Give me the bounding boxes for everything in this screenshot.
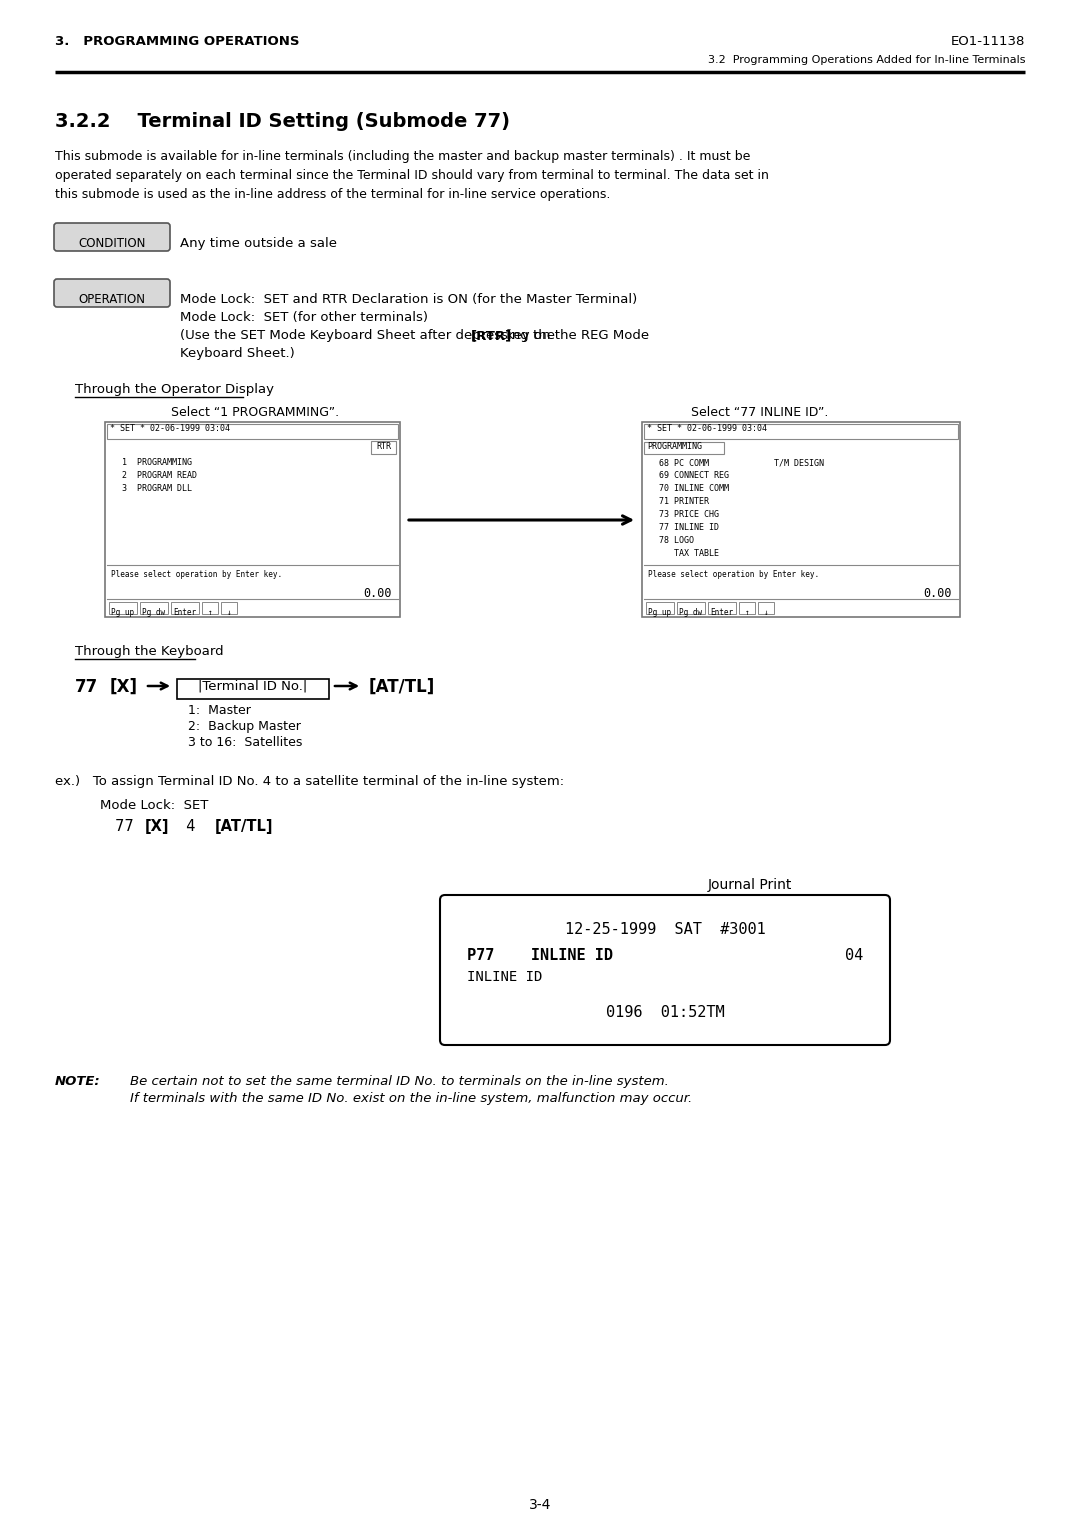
Bar <box>644 423 958 439</box>
Text: [X]: [X] <box>110 678 138 695</box>
Text: Pg up: Pg up <box>648 608 672 617</box>
Text: 3.2  Programming Operations Added for In-line Terminals: 3.2 Programming Operations Added for In-… <box>707 55 1025 66</box>
Text: 1  PROGRAMMING: 1 PROGRAMMING <box>112 458 192 468</box>
Text: [RTR]: [RTR] <box>471 329 512 342</box>
Text: Pg dw: Pg dw <box>679 608 703 617</box>
Text: If terminals with the same ID No. exist on the in-line system, malfunction may o: If terminals with the same ID No. exist … <box>130 1093 692 1105</box>
Text: 0.00: 0.00 <box>364 587 392 601</box>
Text: 3 to 16:  Satellites: 3 to 16: Satellites <box>188 736 302 749</box>
Text: NOTE:: NOTE: <box>55 1076 100 1088</box>
Text: 69 CONNECT REG: 69 CONNECT REG <box>649 471 729 480</box>
Text: ex.)   To assign Terminal ID No. 4 to a satellite terminal of the in-line system: ex.) To assign Terminal ID No. 4 to a sa… <box>55 775 564 788</box>
Bar <box>708 602 735 614</box>
Bar <box>107 423 399 439</box>
Text: 71 PRINTER: 71 PRINTER <box>649 497 708 506</box>
Text: this submode is used as the in-line address of the terminal for in-line service : this submode is used as the in-line addr… <box>55 188 610 202</box>
Bar <box>105 422 400 617</box>
Text: Mode Lock:  SET (for other terminals): Mode Lock: SET (for other terminals) <box>180 312 428 324</box>
Text: 70 INLINE COMM: 70 INLINE COMM <box>649 484 729 494</box>
Text: Any time outside a sale: Any time outside a sale <box>180 237 337 251</box>
Text: Pg dw: Pg dw <box>143 608 165 617</box>
Text: ↑: ↑ <box>745 608 750 617</box>
Text: 3-4: 3-4 <box>529 1497 551 1513</box>
Text: 2  PROGRAM READ: 2 PROGRAM READ <box>112 471 197 480</box>
Bar <box>758 602 774 614</box>
Text: 4: 4 <box>177 819 205 834</box>
Text: [AT/TL]: [AT/TL] <box>369 678 435 695</box>
Text: 3  PROGRAM DLL: 3 PROGRAM DLL <box>112 484 192 494</box>
FancyBboxPatch shape <box>177 678 329 698</box>
Text: Enter: Enter <box>174 608 197 617</box>
Text: Select “77 INLINE ID”.: Select “77 INLINE ID”. <box>691 406 828 419</box>
Bar <box>221 602 237 614</box>
Text: Please select operation by Enter key.: Please select operation by Enter key. <box>648 570 819 579</box>
Text: Mode Lock:  SET: Mode Lock: SET <box>100 799 208 811</box>
Text: 1:  Master: 1: Master <box>188 704 251 717</box>
Text: 73 PRICE CHG: 73 PRICE CHG <box>649 510 719 520</box>
Text: 2:  Backup Master: 2: Backup Master <box>188 720 301 733</box>
Bar <box>642 422 960 617</box>
Text: Please select operation by Enter key.: Please select operation by Enter key. <box>111 570 282 579</box>
Text: 3.   PROGRAMMING OPERATIONS: 3. PROGRAMMING OPERATIONS <box>55 35 299 47</box>
Text: Select “1 PROGRAMMING”.: Select “1 PROGRAMMING”. <box>171 406 339 419</box>
Text: [AT/TL]: [AT/TL] <box>215 819 273 834</box>
Text: * SET * 02-06-1999 03:04: * SET * 02-06-1999 03:04 <box>647 423 767 432</box>
Text: ↑: ↑ <box>207 608 213 617</box>
FancyBboxPatch shape <box>440 895 890 1045</box>
Text: [X]: [X] <box>145 819 170 834</box>
Bar <box>739 602 755 614</box>
Text: 12-25-1999  SAT  #3001: 12-25-1999 SAT #3001 <box>565 921 766 937</box>
Text: OPERATION: OPERATION <box>79 293 146 306</box>
Text: |Terminal ID No.|: |Terminal ID No.| <box>199 680 308 694</box>
Bar <box>644 442 724 454</box>
Bar <box>171 602 199 614</box>
Text: ↓: ↓ <box>764 608 768 617</box>
Text: 0.00: 0.00 <box>923 587 951 601</box>
Text: (Use the SET Mode Keyboard Sheet after depressing the: (Use the SET Mode Keyboard Sheet after d… <box>180 329 559 342</box>
Text: PROGRAMMING: PROGRAMMING <box>647 442 702 451</box>
Text: Be certain not to set the same terminal ID No. to terminals on the in-line syste: Be certain not to set the same terminal … <box>130 1076 669 1088</box>
Text: 78 LOGO: 78 LOGO <box>649 536 694 545</box>
Bar <box>109 602 137 614</box>
Bar <box>677 602 705 614</box>
Text: TAX TABLE: TAX TABLE <box>649 549 719 558</box>
Text: Enter: Enter <box>711 608 733 617</box>
Text: EO1-11138: EO1-11138 <box>950 35 1025 47</box>
Text: 0196  01:52TM: 0196 01:52TM <box>606 1005 725 1021</box>
Text: Through the Operator Display: Through the Operator Display <box>75 384 274 396</box>
Text: Through the Keyboard: Through the Keyboard <box>75 645 224 659</box>
FancyBboxPatch shape <box>54 223 170 251</box>
Text: P77    INLINE ID: P77 INLINE ID <box>467 947 613 963</box>
Text: 3.2.2    Terminal ID Setting (Submode 77): 3.2.2 Terminal ID Setting (Submode 77) <box>55 112 510 131</box>
Text: 77: 77 <box>114 819 143 834</box>
FancyBboxPatch shape <box>54 280 170 307</box>
Text: Journal Print: Journal Print <box>707 879 793 892</box>
Text: INLINE ID: INLINE ID <box>467 970 542 984</box>
Text: Pg up: Pg up <box>111 608 135 617</box>
Text: key on the REG Mode: key on the REG Mode <box>501 329 649 342</box>
Text: operated separately on each terminal since the Terminal ID should vary from term: operated separately on each terminal sin… <box>55 170 769 182</box>
Text: CONDITION: CONDITION <box>79 237 146 251</box>
Text: ↓: ↓ <box>227 608 231 617</box>
Text: RTR: RTR <box>376 442 391 451</box>
Bar <box>372 442 396 454</box>
Text: 68 PC COMM             T/M DESIGN: 68 PC COMM T/M DESIGN <box>649 458 824 468</box>
Text: 04: 04 <box>845 947 863 963</box>
Bar <box>202 602 218 614</box>
Text: This submode is available for in-line terminals (including the master and backup: This submode is available for in-line te… <box>55 150 751 163</box>
Bar <box>140 602 168 614</box>
Bar <box>646 602 674 614</box>
Text: * SET * 02-06-1999 03:04: * SET * 02-06-1999 03:04 <box>110 423 230 432</box>
Text: 77 INLINE ID: 77 INLINE ID <box>649 523 719 532</box>
Text: 77: 77 <box>75 678 98 695</box>
Text: Mode Lock:  SET and RTR Declaration is ON (for the Master Terminal): Mode Lock: SET and RTR Declaration is ON… <box>180 293 637 306</box>
Text: Keyboard Sheet.): Keyboard Sheet.) <box>180 347 295 361</box>
